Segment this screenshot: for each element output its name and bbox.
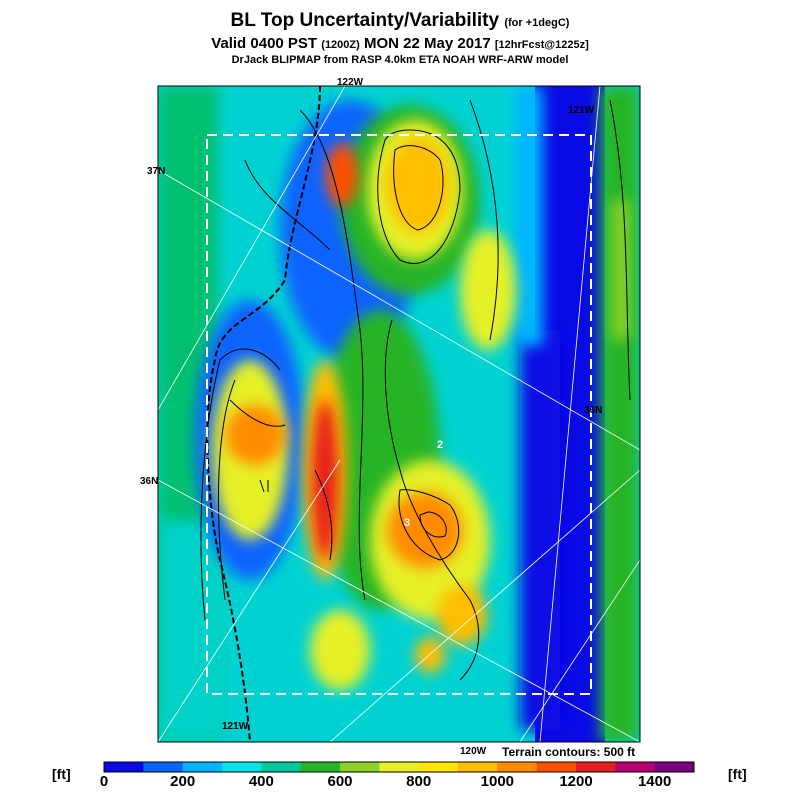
lat-label-36n: 36N [140, 476, 158, 487]
colorbar-outline [103, 761, 695, 773]
source-line: DrJack BLIPMAP from RASP 4.0km ETA NOAH … [231, 54, 569, 66]
point-label-2: 2 [437, 439, 443, 451]
lat-label-37n: 37N [147, 166, 165, 177]
terrain-contours [200, 99, 631, 681]
model-domain-box [206, 134, 592, 695]
colorbar-unit-left: [ft] [52, 766, 71, 782]
colorbar: 0 200 400 600 800 1000 1200 1400 [100, 761, 695, 790]
colorbar-swatch [340, 762, 380, 772]
colorbar-tick-label: 1400 [638, 773, 671, 790]
colorbar-swatch [458, 762, 498, 772]
lat-label-36n-right: 36N [584, 405, 602, 416]
colorbar-tick-label: 200 [170, 773, 195, 790]
colorbar-swatch [379, 762, 420, 772]
colorbar-tick-label: 400 [249, 773, 274, 790]
colorbar-swatch [654, 762, 695, 772]
lon-label-120w: 120W [460, 746, 487, 757]
lon-label-121w-bottom: 121W [222, 721, 249, 732]
lon-label-121w-top: 121W [568, 105, 595, 116]
colorbar-tick-label: 600 [327, 773, 352, 790]
colorbar-swatch [143, 762, 184, 772]
colorbar-swatch [497, 762, 538, 772]
field-fill [158, 86, 640, 742]
valid-time-line: Valid 0400 PST (1200Z) MON 22 May 2017 [… [211, 35, 589, 52]
lon-label-122w: 122W [337, 77, 364, 88]
graticule-lines [158, 86, 640, 742]
colorbar-swatch [182, 762, 223, 772]
map-border [157, 85, 641, 743]
colorbar-tick-label: 0 [100, 773, 108, 790]
colorbar-swatch [418, 762, 459, 772]
colorbar-swatch [615, 762, 656, 772]
colorbar-unit-right: [ft] [728, 766, 747, 782]
colorbar-swatch [104, 762, 144, 772]
colorbar-tick-label: 1000 [481, 773, 514, 790]
colorbar-swatch [222, 762, 262, 772]
colorbar-swatch [536, 762, 577, 772]
map-title: BL Top Uncertainty/Variability (for +1de… [230, 10, 570, 31]
colorbar-swatch [576, 762, 616, 772]
colorbar-swatch [261, 762, 302, 772]
colorbar-tick-label: 1200 [559, 773, 592, 790]
colorbar-swatch [300, 762, 341, 772]
point-label-3: 3 [404, 517, 410, 529]
terrain-contour-note: Terrain contours: 500 ft [502, 745, 635, 759]
colorbar-tick-label: 800 [406, 773, 431, 790]
map-panel: 2 3 [158, 86, 640, 742]
coastline [206, 86, 321, 742]
